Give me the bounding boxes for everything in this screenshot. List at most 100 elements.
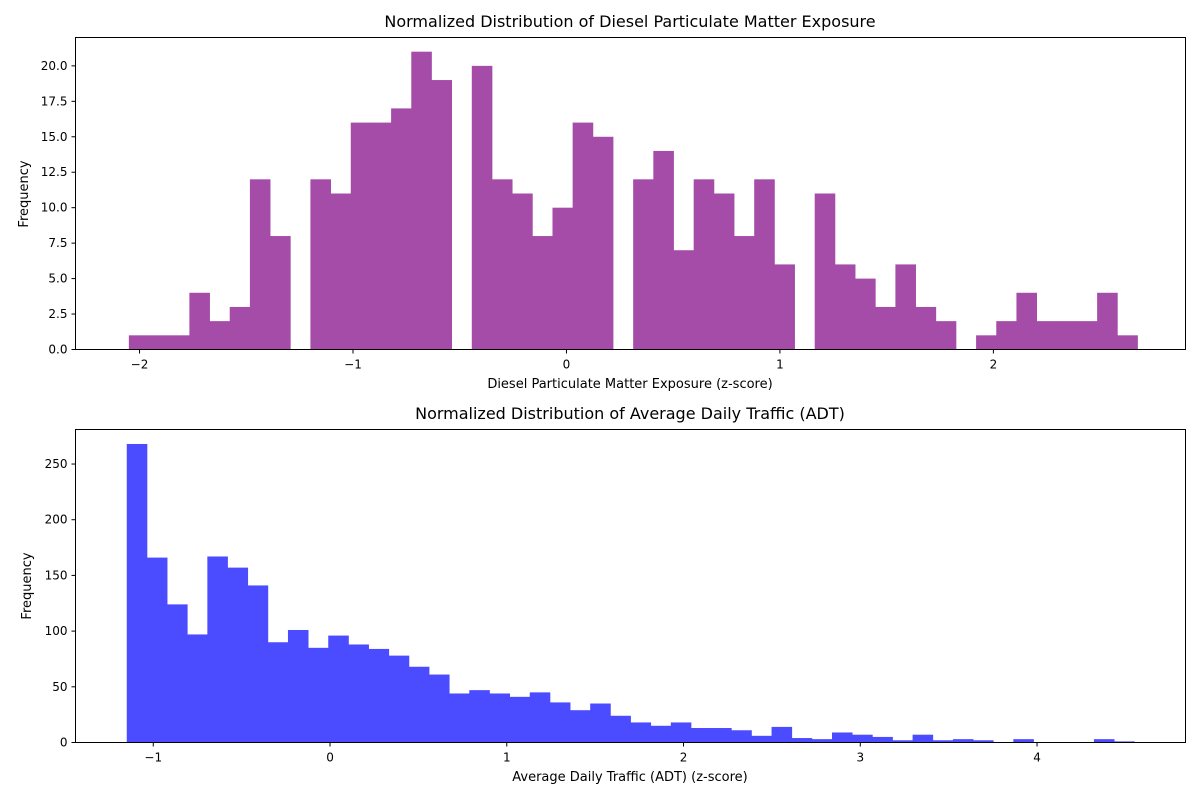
dpm-y-tick-label: 20.0 [41,59,68,73]
adt-bar [388,655,410,743]
adt-bar [368,648,390,743]
dpm-bar [431,80,453,350]
dpm-bar [713,193,735,350]
dpm-bar [834,264,856,350]
dpm-bar [855,278,876,350]
adt-bar [449,693,470,743]
adt-bar [932,740,954,743]
adt-bar [731,730,752,743]
dpm-bar [169,335,190,350]
dpm-y-tick-label: 17.5 [41,94,68,108]
adt-bar [227,567,249,743]
dpm-x-tick-label: −1 [344,358,362,372]
dpm-bar [391,108,412,350]
dpm-bar [532,236,553,350]
dpm-bar [1117,335,1138,350]
dpm-bar [370,122,392,350]
adt-bar [308,647,329,743]
dpm-x-axis-label: Diesel Particulate Matter Exposure (z-sc… [487,377,772,392]
dpm-bar [1056,321,1078,350]
adt-chart-title: Normalized Distribution of Average Daily… [415,404,845,423]
adt-x-tick-label: 3 [856,751,864,765]
dpm-bar [249,179,271,350]
adt-y-tick-label: 200 [45,513,68,527]
dpm-bar [673,250,695,350]
dpm-x-tick-label: 0 [563,358,571,372]
dpm-bar [512,193,533,350]
dpm-y-tick-label: 5.0 [48,272,67,286]
dpm-bar [754,179,775,350]
dpm-bar [350,122,372,350]
dpm-bar [189,292,210,350]
dpm-histogram: Normalized Distribution of Diesel Partic… [17,12,1186,392]
adt-bar [711,728,732,743]
adt-bars [126,443,1135,743]
adt-bar [811,739,833,743]
dpm-bar [149,335,170,350]
dpm-bar [915,306,937,350]
adt-bar [1013,739,1034,743]
adt-bar [187,634,208,743]
dpm-bar [572,122,594,350]
dpm-bar [1076,321,1098,350]
dpm-bar [471,65,493,350]
dpm-bar [774,264,795,350]
adt-bar [973,740,994,743]
dpm-bar [734,236,755,350]
dpm-bar [976,335,997,350]
dpm-bar [552,207,574,350]
dpm-bar [592,136,614,350]
adt-y-axis-label: Frequency [20,552,35,619]
dpm-bar [491,179,513,350]
dpm-y-tick-label: 10.0 [41,201,68,215]
adt-bar [549,702,571,743]
adt-bar [126,443,148,743]
adt-bar [912,734,934,743]
dpm-bar [1097,292,1118,350]
adt-bar [872,736,893,743]
dpm-x-tick-label: 2 [990,358,998,372]
dpm-bar [633,179,654,350]
adt-bar [1114,741,1135,743]
dpm-bar [653,150,674,350]
dpm-bars [128,51,1138,350]
dpm-bar [310,179,331,350]
dpm-y-tick-label: 0.0 [48,343,67,357]
adt-y-tick-label: 0 [60,736,68,750]
adt-bar [570,710,591,743]
dpm-bar [1016,292,1038,350]
dpm-bar [270,236,291,350]
adt-bar [1093,739,1115,743]
dpm-bar [895,264,916,350]
dpm-y-tick-label: 2.5 [48,307,67,321]
dpm-x-tick-label: −2 [131,358,149,372]
adt-bar [429,674,450,743]
adt-bar [146,557,168,743]
dpm-y-tick-label: 7.5 [48,236,67,250]
adt-y-tick-label: 100 [45,624,68,638]
adt-bar [892,740,913,743]
adt-bar [207,556,228,743]
adt-bar [791,738,813,743]
adt-y-tick-label: 50 [52,680,67,694]
adt-bar [610,715,631,743]
adt-bar [247,585,269,743]
adt-bar [751,735,772,743]
adt-bar [469,690,490,743]
adt-bar [529,692,551,743]
dpm-bar [1036,321,1058,350]
dpm-x-tick-label: 1 [776,358,784,372]
adt-bar [348,644,369,743]
dpm-y-tick-label: 15.0 [41,130,68,144]
adt-bar [509,696,531,743]
adt-bar [408,666,430,743]
adt-bar [590,703,611,743]
adt-bar [852,734,873,743]
adt-histogram: Normalized Distribution of Average Daily… [20,404,1186,785]
dpm-y-ticks: 0.0 2.5 5.0 7.5 10.0 12.5 15.0 17.5 20.0 [41,59,76,357]
dpm-bar [875,306,896,350]
adt-x-tick-label: 2 [680,751,688,765]
adt-y-tick-label: 250 [45,457,68,471]
adt-bar [690,728,712,743]
